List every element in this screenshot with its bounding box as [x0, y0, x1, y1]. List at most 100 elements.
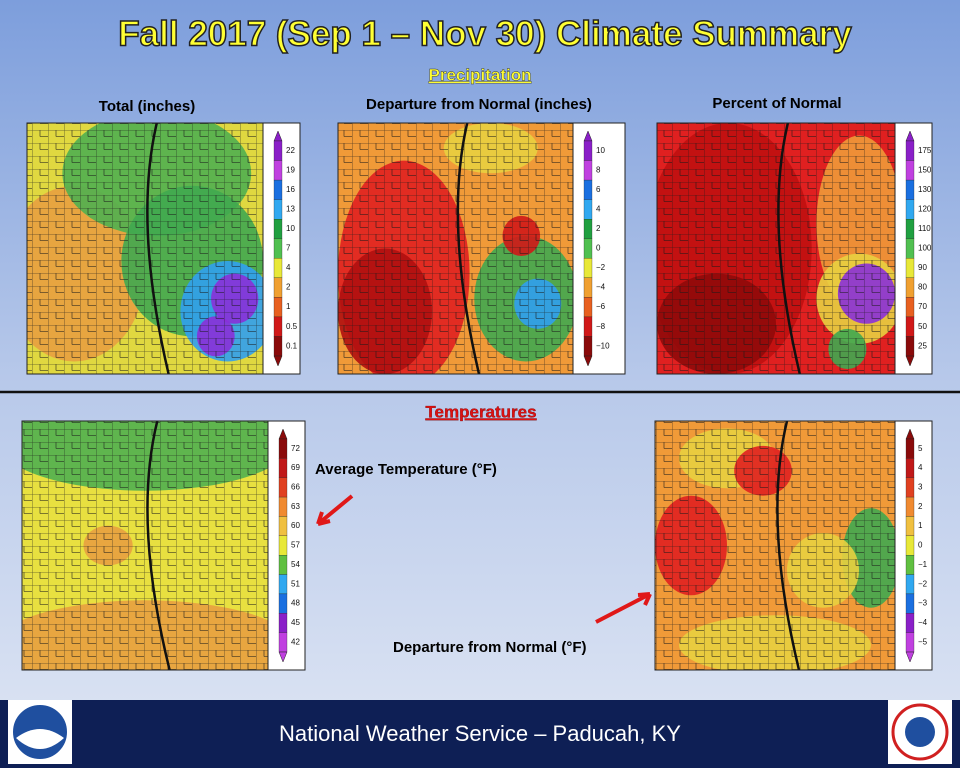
legend-swatch — [278, 574, 288, 595]
legend-swatch — [278, 477, 288, 498]
legend-label: 2 — [596, 224, 601, 233]
panel-label: Average Temperature (°F) — [315, 461, 497, 478]
river — [456, 123, 481, 374]
legend-swatch — [905, 632, 915, 653]
map — [338, 123, 573, 374]
legend-swatch — [905, 458, 915, 478]
legend-swatch — [273, 297, 283, 318]
county-lines — [27, 123, 263, 374]
legend-swatch — [905, 336, 915, 357]
legend-swatch — [583, 219, 593, 239]
legend-label: 0 — [596, 244, 601, 253]
legend-label: 110 — [918, 224, 931, 233]
legend-swatch — [905, 238, 915, 259]
legend-swatch — [273, 277, 283, 298]
legend-label: 22 — [286, 146, 295, 155]
noaa-logo-wave — [16, 729, 64, 749]
legend-label: 130 — [918, 185, 932, 194]
legend-swatch — [273, 316, 283, 337]
legend-label: 57 — [291, 541, 300, 550]
legend-swatch — [583, 140, 593, 161]
legend-swatch — [905, 593, 915, 614]
legend-swatch — [905, 258, 915, 278]
legend-label: 2 — [918, 502, 923, 511]
county-lines — [22, 421, 268, 670]
legend-cap — [905, 651, 915, 663]
legend-swatch — [273, 140, 283, 161]
legend-swatch — [905, 140, 915, 161]
legend-label: 10 — [286, 224, 295, 233]
legend-swatch — [905, 277, 915, 298]
legend-swatch — [278, 516, 288, 536]
legend-label: 16 — [286, 185, 295, 194]
legend-swatch — [583, 258, 593, 278]
legend-swatch — [278, 613, 288, 633]
legend-label: 7 — [286, 244, 291, 253]
river — [146, 421, 171, 670]
nws-logo-center — [905, 717, 935, 747]
legend-cap — [905, 355, 915, 367]
legend-swatch — [583, 238, 593, 259]
legend-label: 1 — [286, 302, 291, 311]
legend-swatch — [583, 336, 593, 357]
legend-swatch — [905, 219, 915, 239]
legend-swatch — [273, 336, 283, 357]
county-lines — [657, 123, 895, 374]
legend-label: 120 — [918, 205, 932, 214]
legend-swatch — [905, 496, 915, 517]
legend-label: 100 — [918, 244, 932, 253]
legend-label: 54 — [291, 560, 300, 569]
legend-swatch — [273, 238, 283, 259]
legend-swatch — [273, 258, 283, 278]
legend-label: 70 — [918, 302, 927, 311]
legend-label: 8 — [596, 165, 601, 174]
map — [657, 123, 895, 374]
title: Fall 2017 (Sep 1 – Nov 30) Climate Summa… — [118, 14, 852, 53]
legend-label: 175 — [918, 146, 932, 155]
legend-label: 1 — [918, 521, 923, 530]
legend-swatch — [583, 199, 593, 220]
legend-label: 19 — [286, 165, 295, 174]
legend-swatch — [273, 219, 283, 239]
legend-label: 45 — [291, 618, 300, 627]
legend-label: −2 — [596, 263, 606, 272]
legend-swatch — [905, 316, 915, 337]
legend-swatch — [583, 297, 593, 318]
legend-swatch — [905, 555, 915, 575]
footer-band — [0, 700, 960, 768]
legend-label: 4 — [918, 463, 923, 472]
legend-swatch — [905, 438, 915, 459]
river — [776, 421, 801, 670]
map — [22, 421, 268, 670]
legend-label: −8 — [596, 322, 606, 331]
legend-swatch — [905, 179, 915, 200]
panel-label: Departure from Normal (°F) — [393, 639, 587, 656]
legend-swatch — [278, 438, 288, 459]
legend-label: 63 — [291, 502, 300, 511]
legend-swatch — [905, 477, 915, 498]
legend-swatch — [278, 555, 288, 575]
legend-cap — [273, 355, 283, 367]
legend-label: 42 — [291, 637, 300, 646]
legend-label: 66 — [291, 483, 300, 492]
legend-box — [572, 122, 626, 375]
map — [27, 123, 263, 374]
legend-label: 4 — [286, 263, 291, 272]
legend-swatch — [905, 199, 915, 220]
legend-label: 5 — [918, 444, 923, 453]
legend-label: 2 — [286, 283, 291, 292]
legend-swatch — [905, 613, 915, 633]
legend-label: 60 — [291, 521, 300, 530]
legend-cap — [278, 651, 288, 663]
river — [777, 123, 802, 374]
legend-label: 0 — [918, 541, 923, 550]
legend-label: −3 — [918, 599, 928, 608]
legend-label: 6 — [596, 185, 601, 194]
county-lines — [655, 421, 895, 670]
legend-swatch — [583, 179, 593, 200]
legend-label: −2 — [918, 579, 928, 588]
legend-label: −6 — [596, 302, 606, 311]
panel-label: Total (inches) — [99, 98, 195, 115]
legend-label: 72 — [291, 444, 300, 453]
legend-label: 69 — [291, 463, 300, 472]
